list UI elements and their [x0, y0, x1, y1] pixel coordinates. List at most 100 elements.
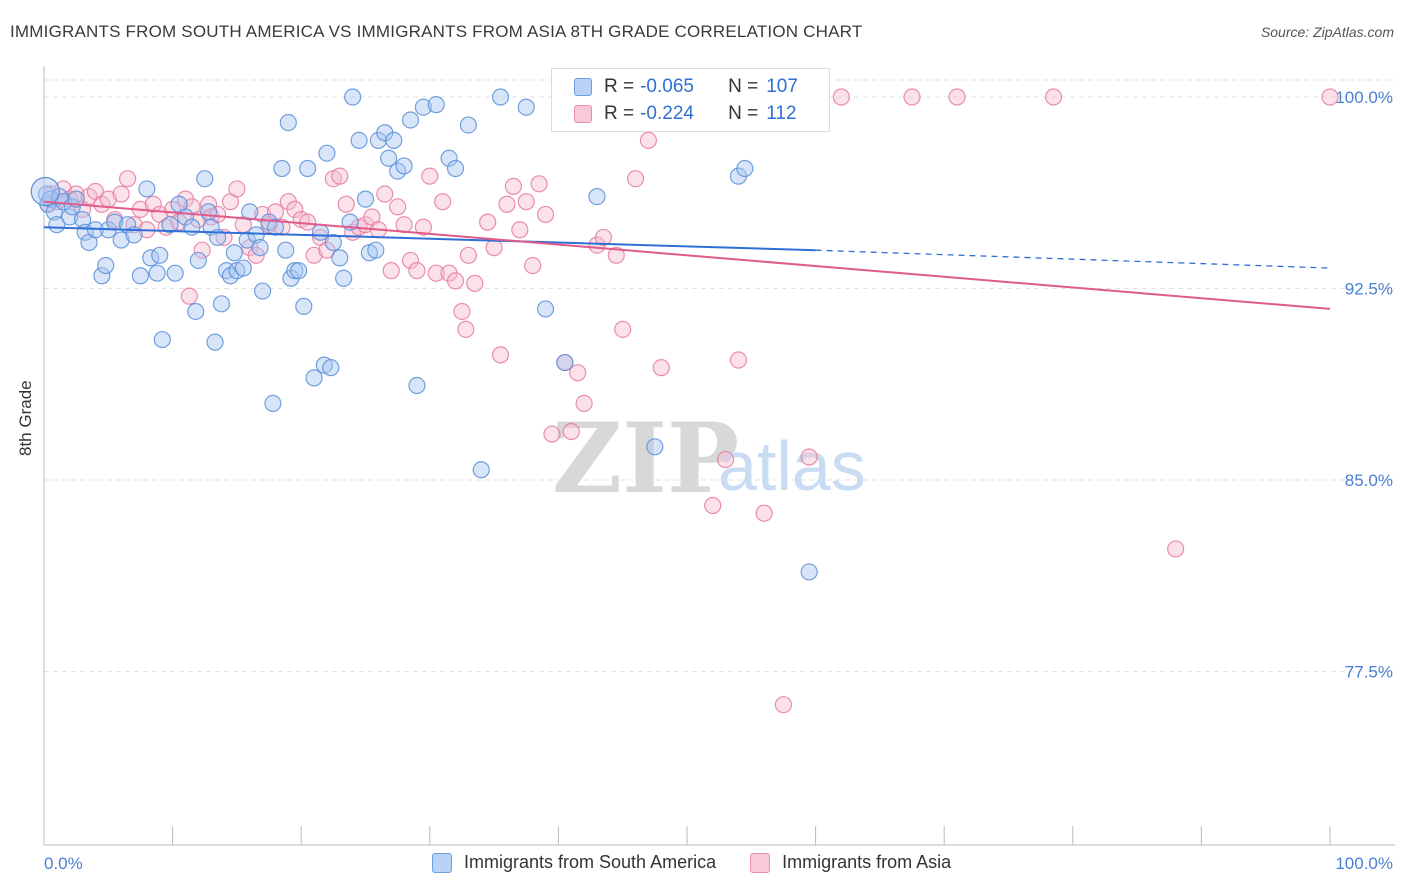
asia-point [536, 205, 555, 224]
asia-point [948, 88, 966, 106]
south-america-point [277, 241, 295, 259]
legend-label-south-america: Immigrants from South America [464, 852, 717, 872]
asia-point [427, 264, 445, 282]
south-america-point [161, 216, 179, 234]
asia-point [266, 203, 285, 221]
series-legend: Immigrants from South America Immigrants… [432, 852, 985, 873]
y-tick-label: 77.5% [1345, 663, 1393, 682]
south-america-point [459, 116, 477, 134]
asia-point [453, 302, 471, 321]
asia-point [479, 213, 497, 231]
asia-point [575, 394, 593, 412]
y-tick-label: 92.5% [1345, 280, 1393, 299]
south-america-point [183, 218, 201, 236]
south-america-point [266, 218, 285, 236]
south-america-point [446, 159, 465, 178]
asia-point [118, 170, 137, 188]
south-america-point [395, 157, 413, 175]
asia-point [67, 185, 85, 203]
asia-point [626, 170, 645, 188]
south-america-point [112, 231, 130, 249]
asia-point [517, 193, 535, 211]
south-america-point [138, 180, 156, 198]
asia-point [594, 228, 613, 247]
south-america-point [234, 259, 252, 277]
legend-swatch-pink [574, 105, 592, 123]
south-america-point [472, 461, 490, 479]
south-america-point [238, 231, 256, 249]
south-america-point [290, 262, 308, 280]
asia-point [180, 287, 198, 305]
tick-labels: 77.5% 85.0% 92.5% 100.0% 0.0% 100.0% [44, 88, 1393, 873]
asia-point [421, 167, 439, 185]
asia-point [652, 359, 670, 377]
south-america-point [335, 269, 353, 287]
south-america-point [385, 131, 403, 150]
asia-point [408, 262, 426, 280]
asia-point [614, 320, 632, 338]
asia-point [491, 346, 510, 364]
south-america-point [206, 333, 224, 351]
asia-point [569, 364, 587, 382]
legend-item-asia: Immigrants from Asia [750, 852, 951, 873]
south-america-point [264, 394, 282, 412]
south-america-point [311, 223, 330, 241]
asia-point [228, 180, 246, 198]
south-america-point [350, 131, 368, 150]
asia-point [511, 221, 529, 239]
asia-point [774, 696, 793, 714]
watermark-atlas: atlas [718, 427, 866, 505]
asia-point [504, 177, 522, 195]
south-america-point [225, 244, 243, 262]
n-label: N = [728, 103, 759, 124]
south-america-point [322, 359, 340, 377]
asia-point [401, 251, 420, 270]
south-america-point [440, 149, 458, 167]
trend-lines [43, 200, 1331, 310]
asia-point [729, 351, 748, 369]
south-america-point [305, 369, 323, 387]
south-america-point [200, 203, 218, 221]
south-america-point [151, 246, 169, 264]
asia-point [755, 504, 773, 522]
asia-point [530, 175, 548, 193]
asia-point [414, 218, 432, 236]
asia-point [305, 246, 323, 264]
legend-label-asia: Immigrants from Asia [782, 852, 952, 872]
south-america-point [414, 98, 432, 116]
south-america-point [61, 208, 79, 226]
gridlines [44, 79, 1395, 672]
south-america-point-large [30, 176, 60, 207]
r-value: -0.224 [640, 103, 694, 124]
n-value: 112 [766, 103, 797, 124]
asia-point [144, 195, 162, 213]
south-america-point [800, 563, 818, 581]
asia-point [524, 256, 542, 275]
south-america-point [299, 159, 317, 178]
x-tick-label-min: 0.0% [44, 854, 83, 873]
asia-point [466, 274, 484, 292]
south-america-point [254, 282, 272, 300]
south-america-point [241, 203, 259, 221]
x-tick-label-max: 100.0% [1335, 854, 1393, 873]
south-america-point [427, 96, 445, 114]
south-america-point [536, 300, 555, 318]
trend-south-america-projection [815, 249, 1331, 269]
south-america-point [131, 267, 150, 285]
legend-item-south-america: Immigrants from South America [432, 852, 716, 873]
asia-point [125, 216, 143, 234]
asia-point [562, 422, 580, 441]
asia-point [112, 185, 130, 203]
y-tick-label: 85.0% [1345, 471, 1393, 490]
asia-point [543, 425, 561, 443]
asia-point [485, 239, 503, 257]
south-america-point [251, 239, 269, 257]
asia-point [299, 213, 317, 231]
series-south-america-points [30, 88, 818, 581]
r-label: R = [604, 76, 635, 97]
y-tick-label: 100.0% [1335, 88, 1393, 107]
south-america-point [166, 264, 184, 282]
south-america-point [286, 262, 304, 280]
r-value: -0.065 [640, 76, 694, 97]
